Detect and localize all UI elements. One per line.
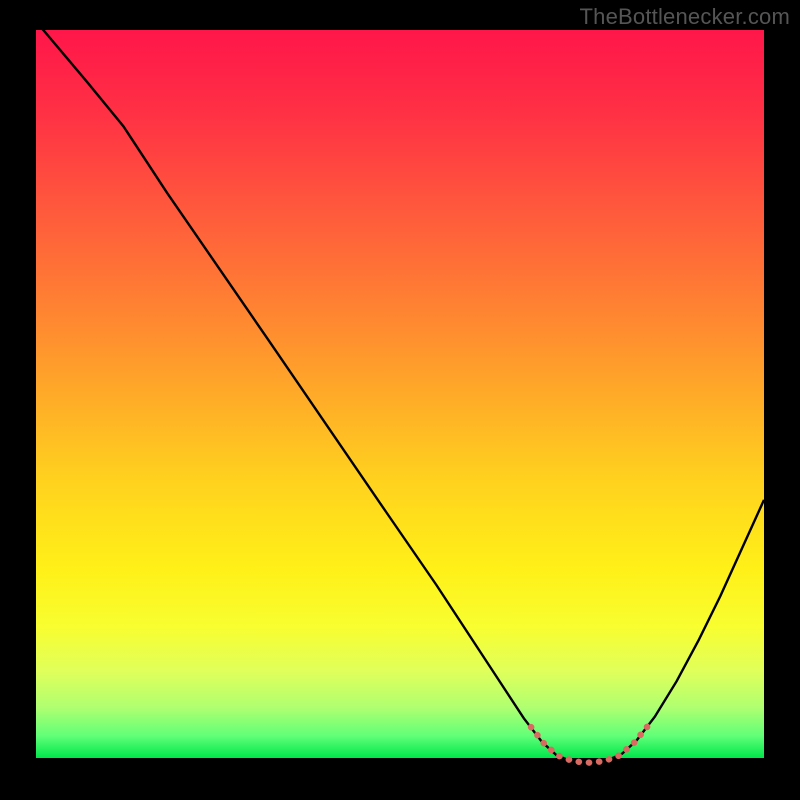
chart-curve-layer	[36, 30, 764, 770]
watermark-text: TheBottlenecker.com	[580, 4, 790, 30]
valley-marker	[531, 726, 647, 762]
bottleneck-curve	[36, 30, 764, 763]
chart-plot-area	[36, 30, 764, 770]
